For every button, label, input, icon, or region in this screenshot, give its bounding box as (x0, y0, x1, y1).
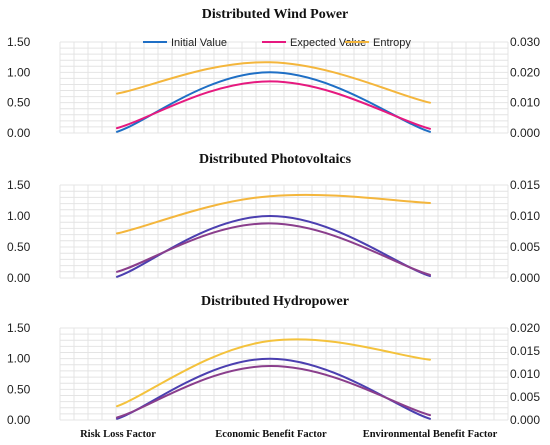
y2-tick-label: 0.020 (510, 321, 540, 335)
series-line (116, 214, 431, 278)
y-tick-label: 1.50 (7, 35, 31, 49)
y-tick-label: 1.00 (7, 209, 31, 223)
y-tick-label: 1.50 (7, 178, 31, 192)
y2-tick-label: 0.000 (510, 271, 540, 285)
legend-label: Entropy (373, 37, 411, 49)
y2-tick-label: 0.010 (510, 96, 540, 110)
y2-tick-label: 0.010 (510, 209, 540, 223)
x-category-label: Risk Loss Factor (80, 429, 156, 440)
y2-tick-label: 0.010 (510, 367, 540, 381)
series-line (116, 364, 431, 419)
y-tick-label: 0.00 (7, 126, 31, 140)
series-line (116, 193, 431, 235)
y-tick-label: 1.00 (7, 352, 31, 366)
legend-label: Initial Value (171, 37, 227, 49)
series-line (116, 80, 431, 130)
y-tick-label: 0.00 (7, 413, 31, 427)
y-tick-label: 0.50 (7, 96, 31, 110)
y-tick-label: 0.50 (7, 382, 31, 396)
y2-tick-label: 0.005 (510, 240, 540, 254)
x-category-label: Economic Benefit Factor (215, 429, 327, 440)
legend-label: Expected Value (290, 37, 366, 49)
chart-title: Distributed Photovoltaics (199, 152, 352, 167)
y2-tick-label: 0.015 (510, 178, 540, 192)
x-category-label: Environmental Benefit Factor (363, 429, 498, 440)
y2-tick-label: 0.000 (510, 413, 540, 427)
y2-tick-label: 0.005 (510, 390, 540, 404)
chart-title: Distributed Hydropower (201, 294, 349, 309)
series-line (116, 61, 431, 104)
y-tick-label: 1.50 (7, 321, 31, 335)
y2-tick-label: 0.015 (510, 344, 540, 358)
y2-tick-label: 0.020 (510, 65, 540, 79)
series-line (116, 222, 431, 276)
y-tick-label: 1.00 (7, 65, 31, 79)
chart-title: Distributed Wind Power (202, 7, 349, 22)
y2-tick-label: 0.030 (510, 35, 540, 49)
y-tick-label: 0.50 (7, 240, 31, 254)
y-tick-label: 0.00 (7, 271, 31, 285)
series-line (116, 357, 431, 420)
series-line (116, 338, 431, 408)
y2-tick-label: 0.000 (510, 126, 540, 140)
